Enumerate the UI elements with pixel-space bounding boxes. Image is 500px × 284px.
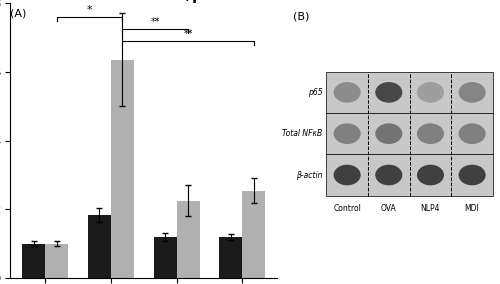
Title: Effect of NFκB/p65: Effect of NFκB/p65 [63, 0, 224, 3]
Ellipse shape [376, 82, 402, 103]
Bar [326, 154, 493, 196]
Bar [242, 191, 266, 278]
Ellipse shape [458, 82, 485, 103]
Ellipse shape [334, 165, 360, 185]
Bar [111, 60, 134, 278]
Text: NLP4: NLP4 [420, 204, 440, 213]
Ellipse shape [417, 82, 444, 103]
Text: (A): (A) [10, 9, 26, 18]
Text: p65: p65 [308, 88, 322, 97]
Bar [88, 215, 111, 278]
Ellipse shape [334, 123, 360, 144]
Text: β-actin: β-actin [296, 170, 322, 179]
Bar [22, 244, 45, 278]
Text: (B): (B) [294, 11, 310, 21]
Text: *: * [86, 5, 92, 15]
Text: **: ** [150, 17, 160, 27]
Ellipse shape [417, 123, 444, 144]
Text: **: ** [184, 29, 193, 39]
Bar [220, 237, 242, 278]
Ellipse shape [376, 123, 402, 144]
Ellipse shape [458, 165, 485, 185]
Ellipse shape [458, 123, 485, 144]
Text: Total NFκB: Total NFκB [282, 129, 322, 138]
Bar [154, 237, 176, 278]
Bar [45, 244, 68, 278]
Bar [326, 72, 493, 113]
Text: MDI: MDI [464, 204, 479, 213]
Ellipse shape [376, 165, 402, 185]
Text: OVA: OVA [381, 204, 396, 213]
Ellipse shape [334, 82, 360, 103]
Text: Control: Control [333, 204, 361, 213]
Ellipse shape [417, 165, 444, 185]
Bar [326, 113, 493, 154]
Bar [176, 201, 200, 278]
